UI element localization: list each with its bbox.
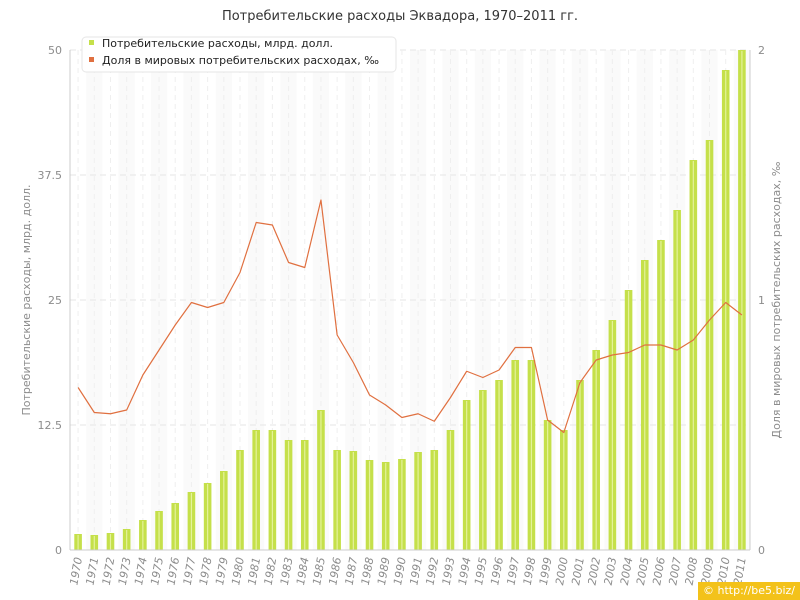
x-tick-label: 2002: [585, 556, 603, 586]
x-tick-label: 1974: [132, 556, 150, 586]
x-tick-label: 1977: [181, 556, 199, 586]
y2-tick-label: 0: [758, 544, 765, 557]
x-tick-label: 1994: [456, 556, 474, 586]
x-tick-label: 2001: [569, 556, 587, 586]
y-axis-title: Потребительские расходы, млрд. долл.: [20, 185, 33, 416]
x-tick-label: 1984: [294, 556, 312, 586]
x-tick-label: 1981: [245, 556, 263, 586]
x-tick-label: 1988: [359, 556, 377, 586]
x-tick-label: 1975: [148, 556, 166, 586]
x-tick-label: 1989: [375, 556, 393, 586]
x-tick-label: 1995: [472, 556, 490, 586]
x-tick-label: 2005: [634, 556, 652, 586]
bar-series: [74, 50, 746, 550]
watermark[interactable]: © http://be5.biz/: [698, 582, 800, 600]
y-tick-label: 25: [48, 294, 62, 307]
x-tick-label: 1979: [213, 556, 231, 586]
x-tick-label: 2011: [731, 556, 749, 586]
y2-tick-label: 2: [758, 44, 765, 57]
x-tick-label: 1987: [343, 556, 361, 586]
x-tick-label: 2009: [699, 556, 717, 586]
x-tick-label: 1978: [197, 556, 215, 586]
x-tick-label: 2003: [602, 556, 620, 586]
x-tick-label: 1999: [537, 556, 555, 586]
x-tick-label: 1993: [440, 556, 458, 586]
x-tick-label: 2000: [553, 556, 571, 586]
y-tick-label: 50: [48, 44, 62, 57]
y-tick-label: 0: [55, 544, 62, 557]
x-tick-label: 1992: [424, 556, 442, 586]
x-tick-label: 1998: [521, 556, 539, 586]
x-tick-label: 1980: [229, 556, 247, 586]
x-tick-label: 2007: [666, 556, 684, 586]
x-tick-label: 1972: [100, 556, 118, 586]
x-tick-label: 1983: [278, 556, 296, 586]
legend-swatch-share: [89, 57, 94, 62]
series-line-share: [77, 199, 743, 434]
legend: Потребительские расходы, млрд. долл. Дол…: [81, 36, 397, 73]
x-tick-label: 2004: [618, 556, 636, 586]
x-tick-label: 1973: [116, 556, 134, 586]
legend-label-share: Доля в мировых потребительских расходах,…: [102, 54, 379, 67]
x-tick-label: 1976: [165, 556, 183, 586]
x-tick-label: 2006: [650, 556, 668, 586]
y-tick-label: 12.5: [38, 419, 63, 432]
x-tick-label: 1996: [488, 556, 506, 586]
chart-title: Потребительские расходы Эквадора, 1970–2…: [221, 9, 579, 24]
x-tick-label: 1971: [84, 556, 102, 586]
x-tick-label: 1991: [407, 556, 425, 586]
x-tick-label: 1985: [310, 556, 328, 586]
line-series: [77, 199, 743, 434]
y-tick-label: 37.5: [38, 169, 63, 182]
x-tick-label: 2010: [715, 556, 733, 586]
x-tick-label: 1997: [505, 556, 523, 586]
x-tick-label: 1986: [326, 556, 344, 586]
x-tick-label: 1982: [262, 556, 280, 586]
y2-tick-label: 1: [758, 294, 765, 307]
x-tick-label: 1990: [391, 556, 409, 586]
x-tick-label: 1970: [67, 556, 85, 586]
x-tick-label: 2008: [683, 556, 701, 586]
y2-axis-title: Доля в мировых потребительских расходах,…: [770, 161, 783, 438]
legend-swatch-consumption: [89, 40, 94, 45]
legend-label-consumption: Потребительские расходы, млрд. долл.: [102, 37, 333, 50]
